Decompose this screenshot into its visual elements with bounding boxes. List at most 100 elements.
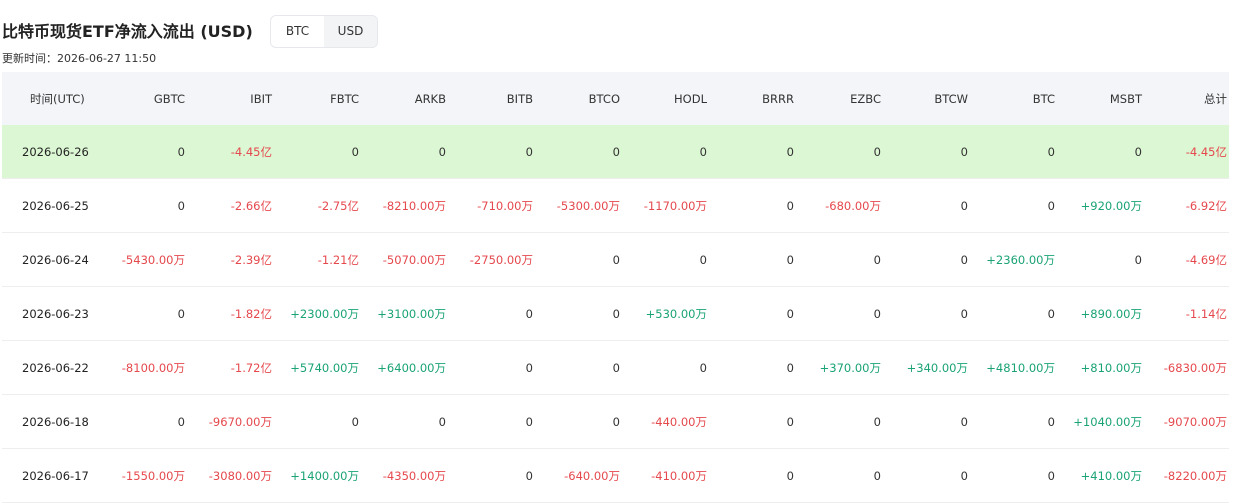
flow-cell: 0: [709, 394, 796, 449]
flow-cell: +890.00万: [1057, 286, 1144, 341]
column-header[interactable]: MSBT: [1057, 72, 1144, 125]
flow-cell: -9670.00万: [187, 394, 274, 449]
column-header[interactable]: IBIT: [187, 72, 274, 125]
toggle-usd[interactable]: USD: [324, 16, 377, 47]
table-row[interactable]: 2026-06-25 0 -2.66亿 -2.75亿 -8210.00万 -710.00万…: [2, 178, 1229, 233]
column-header[interactable]: BTCO: [535, 72, 622, 125]
flow-cell: 0: [535, 340, 622, 395]
flow-cell: +4810.00万: [970, 340, 1057, 395]
flow-cell: -1.72亿: [187, 340, 274, 395]
flow-cell: 0: [1057, 232, 1144, 287]
date-cell: 2026-06-17: [2, 448, 100, 503]
date-cell: 2026-06-18: [2, 394, 100, 449]
column-header[interactable]: HODL: [622, 72, 709, 125]
column-header[interactable]: FBTC: [274, 72, 361, 125]
flow-cell: 0: [448, 448, 535, 503]
flow-cell: -3080.00万: [187, 448, 274, 503]
flow-cell: 0: [448, 394, 535, 449]
flow-cell: -5070.00万: [361, 232, 448, 287]
flow-cell: 0: [709, 286, 796, 341]
flow-cell: 0: [970, 125, 1057, 179]
flow-cell: 0: [709, 178, 796, 233]
flow-cell: 0: [535, 125, 622, 179]
flow-cell: -8100.00万: [100, 340, 187, 395]
column-header[interactable]: BITB: [448, 72, 535, 125]
flow-cell: 0: [622, 125, 709, 179]
unit-toggle: BTC USD: [270, 15, 378, 48]
toggle-btc[interactable]: BTC: [285, 24, 310, 38]
flow-cell: 0: [100, 286, 187, 341]
flow-cell: 0: [796, 125, 883, 179]
flow-cell: 0: [535, 286, 622, 341]
flow-cell: 0: [883, 178, 970, 233]
flow-cell: 0: [535, 394, 622, 449]
flow-cell: 0: [796, 232, 883, 287]
flow-cell: +6400.00万: [361, 340, 448, 395]
flow-cell: -2.75亿: [274, 178, 361, 233]
page-title: 比特币现货ETF净流入流出 (USD): [2, 22, 253, 41]
flow-cell: 0: [448, 286, 535, 341]
flow-cell: +530.00万: [622, 286, 709, 341]
date-cell: 2026-06-26: [2, 125, 100, 179]
flow-cell: -2.39亿: [187, 232, 274, 287]
flow-cell: -1.82亿: [187, 286, 274, 341]
flow-cell: 0: [361, 394, 448, 449]
flow-cell: +5740.00万: [274, 340, 361, 395]
flow-cell: 0: [535, 232, 622, 287]
column-header[interactable]: ARKB: [361, 72, 448, 125]
flow-cell: +2360.00万: [970, 232, 1057, 287]
column-header[interactable]: BRRR: [709, 72, 796, 125]
update-time: 更新时间：2026-06-27 11:50: [2, 52, 157, 65]
flow-cell: 0: [970, 394, 1057, 449]
column-header[interactable]: GBTC: [100, 72, 187, 125]
date-cell: 2026-06-22: [2, 340, 100, 395]
flow-cell: 0: [883, 394, 970, 449]
flow-cell: +3100.00万: [361, 286, 448, 341]
column-header[interactable]: EZBC: [796, 72, 883, 125]
flow-cell: -2.66亿: [187, 178, 274, 233]
flow-cell: +1400.00万: [274, 448, 361, 503]
table-row[interactable]: 2026-06-26 0 -4.45亿 0 0 0 0 0 0 0 0 0 0 -4.45亿: [2, 125, 1229, 179]
flow-cell: 0: [622, 340, 709, 395]
table-row[interactable]: 2026-06-22 -8100.00万 -1.72亿 +5740.00万 +6400.…: [2, 340, 1229, 395]
table-row[interactable]: 2026-06-23 0 -1.82亿 +2300.00万 +3100.00万 0 0 +53…: [2, 286, 1229, 341]
table-row[interactable]: 2026-06-17 -1550.00万 -3080.00万 +1400.00万 -43…: [2, 448, 1229, 503]
date-cell: 2026-06-25: [2, 178, 100, 233]
column-header[interactable]: BTCW: [883, 72, 970, 125]
flow-cell: 0: [709, 340, 796, 395]
flow-cell: -9070.00万: [1144, 394, 1229, 449]
flow-cell: 0: [883, 286, 970, 341]
flow-cell: +810.00万: [1057, 340, 1144, 395]
flow-cell: -710.00万: [448, 178, 535, 233]
flow-cell: -5430.00万: [100, 232, 187, 287]
flow-cell: -1170.00万: [622, 178, 709, 233]
flow-cell: -680.00万: [796, 178, 883, 233]
flow-cell: -1550.00万: [100, 448, 187, 503]
header-row: 时间(UTC) GBTC IBIT FBTC ARKB BITB BTCO HODL BRRR E…: [2, 72, 1229, 125]
flow-cell: 0: [796, 286, 883, 341]
flow-cell: 0: [274, 394, 361, 449]
table-row[interactable]: 2026-06-18 0 -9670.00万 0 0 0 0 -440.00万 0 0 0 0 +104…: [2, 394, 1229, 449]
flow-cell: 0: [361, 125, 448, 179]
table-row[interactable]: 2026-06-24 -5430.00万 -2.39亿 -1.21亿 -5070.00万…: [2, 232, 1229, 287]
flow-cell: -1.14亿: [1144, 286, 1229, 341]
flow-cell: 0: [709, 448, 796, 503]
flow-cell: 0: [883, 232, 970, 287]
flow-cell: 0: [448, 125, 535, 179]
flow-cell: 0: [274, 125, 361, 179]
flow-cell: -4.69亿: [1144, 232, 1229, 287]
flow-cell: -6830.00万: [1144, 340, 1229, 395]
column-header[interactable]: BTC: [970, 72, 1057, 125]
flow-cell: -640.00万: [535, 448, 622, 503]
flow-cell: 0: [796, 394, 883, 449]
flow-cell: 0: [970, 286, 1057, 341]
flow-cell: -4.45亿: [1144, 125, 1229, 179]
flow-cell: +920.00万: [1057, 178, 1144, 233]
flow-cell: 0: [100, 394, 187, 449]
flow-cell: -1.21亿: [274, 232, 361, 287]
column-header[interactable]: 总计: [1144, 72, 1229, 125]
flow-cell: -410.00万: [622, 448, 709, 503]
column-header[interactable]: 时间(UTC): [2, 72, 100, 125]
